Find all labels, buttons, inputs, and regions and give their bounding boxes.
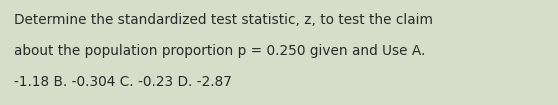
Text: Determine the standardized test statistic, z, to test the claim: Determine the standardized test statisti… [14,13,433,27]
Text: about the population proportion p = 0.250 given and Use A.: about the population proportion p = 0.25… [14,44,425,58]
Text: -1.18 B. -0.304 C. -0.23 D. -2.87: -1.18 B. -0.304 C. -0.23 D. -2.87 [14,75,232,89]
